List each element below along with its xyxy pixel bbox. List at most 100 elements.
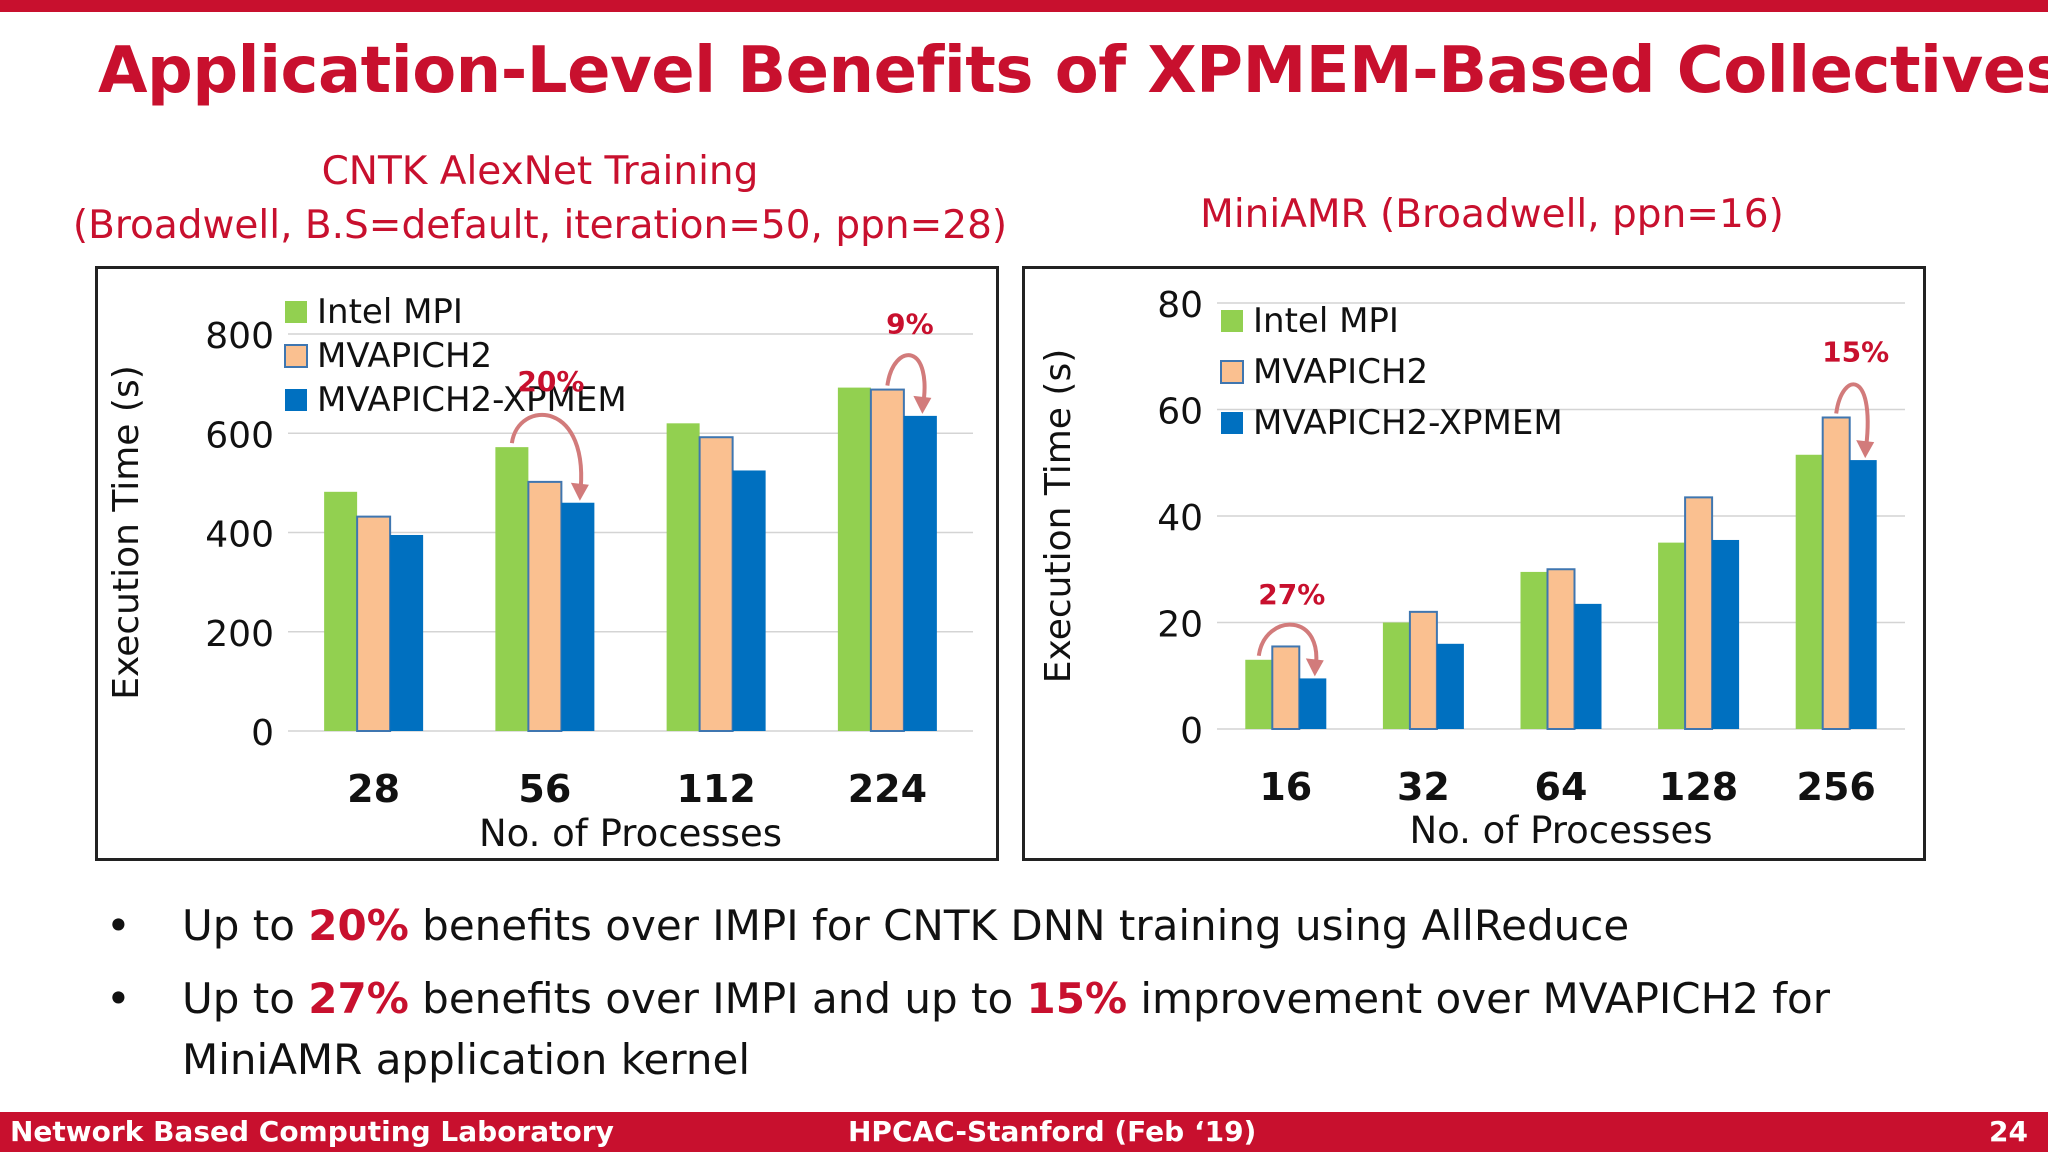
bullet-list: • Up to 20% benefits over IMPI for CNTK D… [100,895,1980,1102]
footer-lab-name: Network Based Computing Laboratory [10,1115,614,1148]
bullet-item: • Up to 20% benefits over IMPI for CNTK D… [100,895,1980,956]
bullet-text: benefits over IMPI for CNTK DNN training… [408,901,1630,950]
y-axis-label: Execution Time (s) [106,365,147,700]
left-chart-frame: 0 200 400 600 800 Execution Time (s) 28 56 112 22… [95,266,999,861]
bullet-text: improvement over MVAPICH2 for MiniAMR ap… [182,974,1831,1084]
slide-title: Application-Level Benefits of XPMEM-Base… [98,34,2048,108]
x-tick-label: 28 [347,767,400,811]
bullet-highlight: 27% [308,974,409,1023]
bar-mvapich2-xpmem [1712,539,1740,729]
annotation-arrow [885,353,927,411]
y-axis-label: Execution Time (s) [1038,349,1079,684]
bar-intel-mpi [666,423,700,731]
bar-mvapich2 [698,436,734,732]
x-axis-label: No. of Processes [479,812,782,855]
bar-intel-mpi [1658,542,1686,729]
bar-intel-mpi [324,491,358,731]
legend-label: MVAPICH2 [317,336,492,376]
legend-swatch [1221,412,1243,434]
y-tick-label: 400 [205,515,274,556]
bar-mvapich2 [1684,496,1714,730]
x-tick-label: 56 [518,767,571,811]
legend-swatch [1221,310,1243,332]
annotation-percent: 15% [1822,335,1889,368]
annotation-arrowhead [913,395,932,414]
legend-label: Intel MPI [1253,301,1399,341]
bar-mvapich2 [1408,610,1438,731]
x-tick-label: 256 [1797,765,1876,809]
annotation-percent: 27% [1258,578,1325,611]
left-chart-title: CNTK AlexNet Training [321,149,759,194]
bullet-highlight: 15% [1026,974,1128,1023]
cntk-bar-chart: 0 200 400 600 800 Execution Time (s) 28 56 112 22… [106,292,973,855]
annotation-arrowhead [1856,440,1875,459]
right-chart-title-block: MiniAMR (Broadwell, ppn=16) [1022,188,1962,242]
legend-label: MVAPICH2-XPMEM [1253,403,1563,443]
x-tick-label: 128 [1659,765,1738,809]
top-accent-bar [0,0,2048,12]
left-chart-subtitle: (Broadwell, B.S=default, iteration=50, p… [72,203,1008,248]
bar-intel-mpi [1245,659,1273,729]
x-axis-label: No. of Processes [1409,809,1712,852]
legend-label: MVAPICH2-XPMEM [317,380,627,420]
bullet-dot-icon: • [106,974,131,1023]
footer-page-number: 24 [1989,1115,2028,1148]
footer-event: HPCAC-Stanford (Feb ‘19) [848,1115,1257,1148]
bar-mvapich2-xpmem [903,415,937,731]
x-tick-label: 16 [1259,765,1312,809]
x-tick-label: 32 [1397,765,1450,809]
bar-intel-mpi [495,447,529,731]
bullet-item: • Up to 27% benefits over IMPI and up to … [100,968,1980,1090]
bar-intel-mpi [1795,454,1823,729]
y-tick-label: 200 [205,614,274,655]
bullet-highlight: 20% [308,901,409,950]
bar-mvapich2-xpmem [732,470,766,731]
annotation-arrow [1256,622,1319,673]
legend-swatch [1220,360,1244,384]
bar-mvapich2-xpmem [390,534,424,731]
bar-mvapich2 [1271,645,1301,730]
legend-label: MVAPICH2 [1253,352,1428,392]
legend-label: Intel MPI [317,292,463,332]
bar-mvapich2 [356,515,392,732]
bullet-text: Up to [182,901,309,950]
bar-mvapich2 [527,480,563,732]
y-tick-label: 40 [1157,498,1203,539]
bullet-text: Up to [182,974,309,1023]
y-tick-label: 60 [1157,392,1203,433]
x-tick-label: 112 [676,767,755,811]
y-tick-label: 800 [205,316,274,357]
right-chart-title: MiniAMR (Broadwell, ppn=16) [1200,192,1784,237]
x-tick-label: 64 [1535,765,1588,809]
annotation-arrowhead [570,482,589,501]
annotation-arrow [509,412,584,497]
bar-mvapich2 [869,388,905,733]
bar-mvapich2 [1546,568,1576,730]
miniamr-bar-chart: 0 20 40 60 80 Execution Time (s) 16 32 64 128 256 N… [1038,285,1905,852]
y-tick-label: 0 [1180,711,1203,752]
bar-intel-mpi [1382,622,1410,729]
legend-swatch [285,301,307,323]
bar-mvapich2-xpmem [1574,603,1602,729]
left-chart-title-block: CNTK AlexNet Training (Broadwell, B.S=de… [70,145,1010,253]
annotation-arrowhead [1305,658,1324,677]
bullet-text: benefits over IMPI and up to [408,974,1027,1023]
bar-mvapich2-xpmem [561,502,595,731]
x-tick-label: 224 [848,767,927,811]
bar-mvapich2-xpmem [1436,643,1464,729]
footer-bar: Network Based Computing Laboratory HPCAC… [0,1112,2048,1152]
y-tick-label: 0 [251,713,274,754]
annotation-percent: 9% [886,308,934,341]
bullet-dot-icon: • [106,901,131,950]
y-tick-label: 20 [1157,605,1203,646]
legend-swatch [284,344,308,368]
y-tick-label: 600 [205,415,274,456]
bar-mvapich2-xpmem [1299,678,1327,729]
bar-mvapich2-xpmem [1849,460,1877,729]
annotation-percent: 20% [517,365,584,398]
bar-intel-mpi [1520,571,1548,729]
right-chart-frame: 0 20 40 60 80 Execution Time (s) 16 32 64 128 256 N… [1022,266,1926,861]
bar-mvapich2 [1821,416,1851,731]
legend-swatch [285,389,307,411]
bar-intel-mpi [837,387,871,731]
